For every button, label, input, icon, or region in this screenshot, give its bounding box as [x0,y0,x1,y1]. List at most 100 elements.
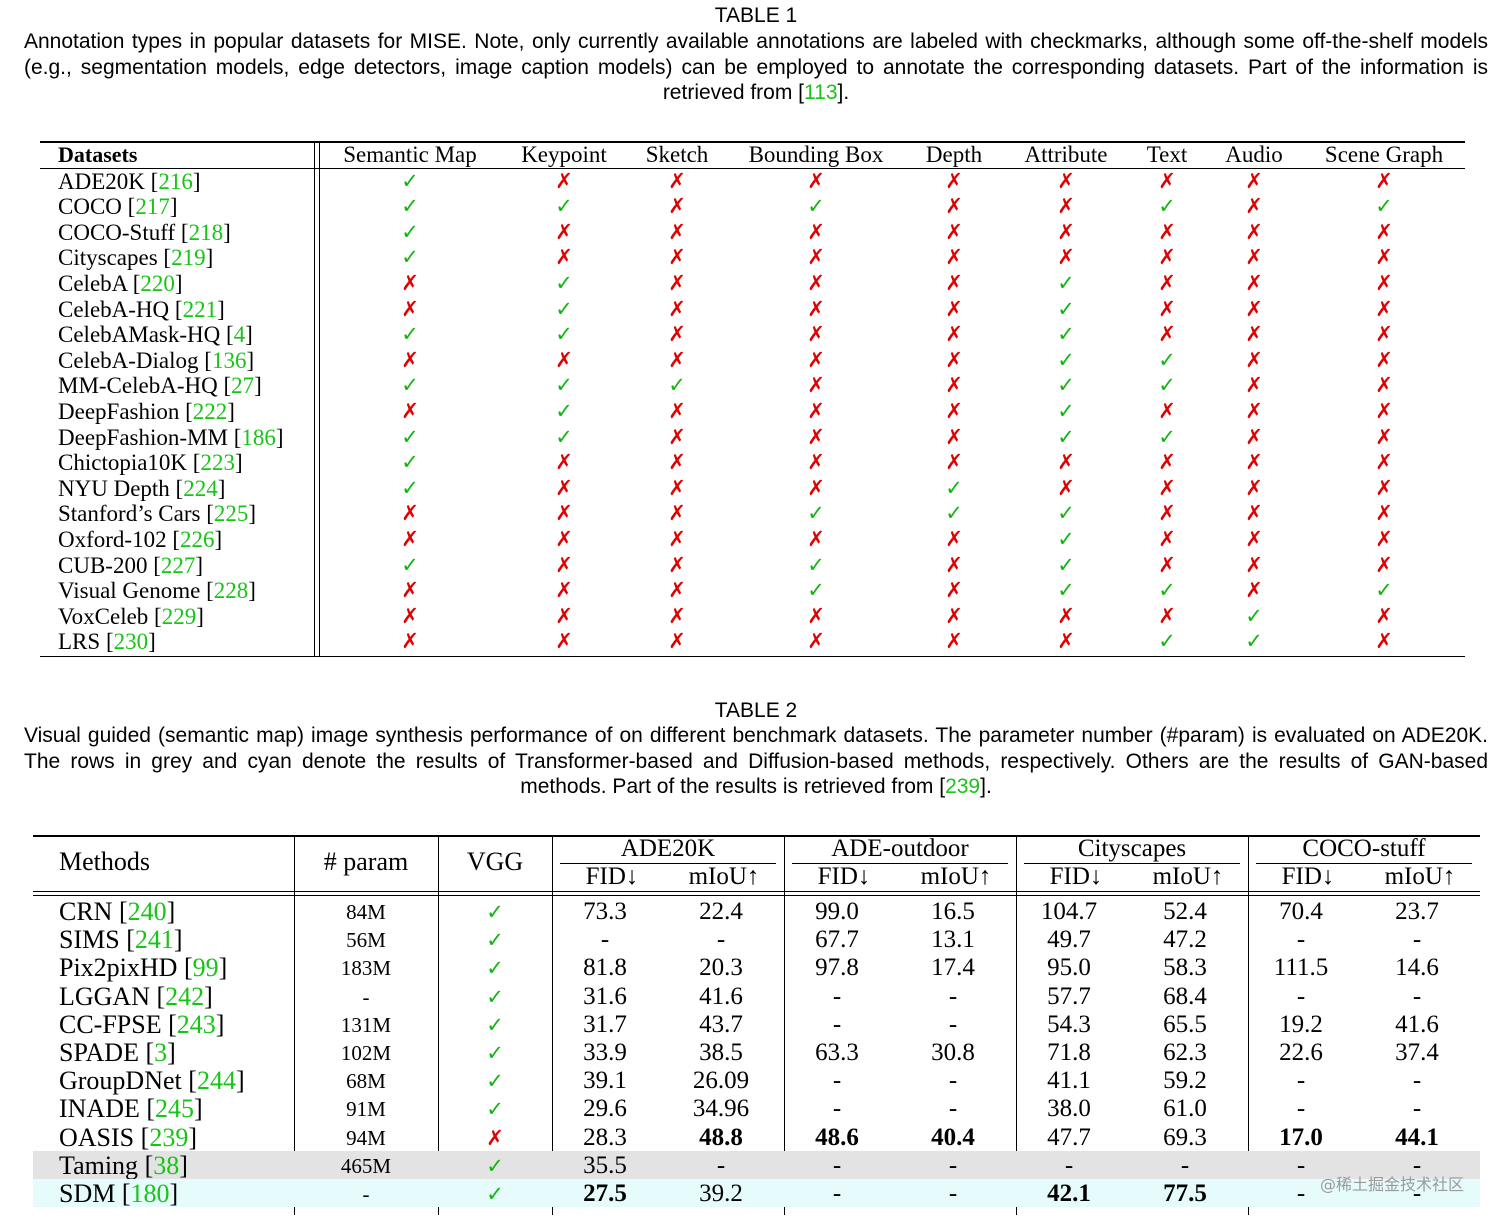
table2-header-vgg: VGG [466,847,524,876]
bracket: ] [188,1122,197,1152]
citation-link[interactable]: 221 [182,296,218,322]
citation-link[interactable]: 27 [231,373,255,399]
bracket: [ [150,981,166,1011]
method-label: Taming [59,1150,139,1180]
bracket: [ [157,245,172,271]
table1-bottom-rule [40,655,1465,657]
fid-value: 70.4 [1279,898,1323,925]
citation-link[interactable]: 223 [200,450,235,476]
citation-link[interactable]: 3 [154,1038,168,1067]
miou-value: 39.2 [699,1180,743,1207]
cross-icon: ✗ [1158,475,1176,500]
citation-link[interactable]: 186 [241,424,276,450]
citation-link[interactable]: 226 [180,526,215,552]
table2-param-value: - [362,1182,370,1206]
cross-icon: ✗ [945,603,963,628]
check-icon: ✓ [1375,578,1393,603]
cross-icon: ✗ [945,219,963,244]
citation-link[interactable]: 229 [161,603,197,629]
citation-link[interactable]: 4 [233,322,246,348]
cross-icon: ✗ [945,245,963,270]
citation-link[interactable]: 242 [165,981,205,1011]
table1-dataset-name: Stanford’s Cars [225] [58,501,256,527]
bracket: ] [179,1150,188,1180]
cross-icon: ✗ [668,322,686,347]
citation-link[interactable]: 225 [213,501,249,527]
cross-icon: ✗ [807,424,825,449]
citation-link[interactable]: 228 [213,578,249,604]
table1-caption-ref[interactable]: 113 [804,81,838,104]
citation-link[interactable]: 218 [188,219,224,245]
bracket: [ [175,219,189,245]
citation-link[interactable]: 244 [196,1066,236,1096]
citation-link[interactable]: 227 [160,552,196,578]
citation-link[interactable]: 245 [155,1094,195,1124]
table1-dataset-name: VoxCeleb [229] [58,604,204,630]
citation-link[interactable]: 240 [127,897,167,926]
cross-icon: ✗ [945,168,963,193]
table2-param-value: 91M [346,1097,386,1122]
bracket: [ [198,347,212,373]
method-label: LGGAN [59,981,150,1011]
bracket: ] [192,168,201,194]
citation-link[interactable]: 239 [149,1122,189,1152]
table2-method-name: Pix2pixHD [99] [59,953,227,983]
citation-link[interactable]: 99 [192,953,219,983]
dataset-label: MM-CelebA-HQ [58,373,218,399]
fid-value: - [600,926,610,954]
table2-row: CRN [240] 84M ✓ 73.3 22.4 99.0 16.5 104.7 52.4 70… [33,897,1480,926]
table2-header-methods: Methods [59,847,150,876]
cross-icon: ✗ [807,629,825,654]
table1-dataset-name: COCO-Stuff [218] [58,220,231,246]
cross-icon: ✗ [668,603,686,628]
check-icon: ✓ [486,1041,504,1065]
fid-value: - [1296,1067,1306,1095]
cross-icon: ✗ [668,347,686,372]
citation-link[interactable]: 219 [171,245,206,271]
citation-link[interactable]: 180 [130,1179,170,1208]
cross-icon: ✗ [401,296,419,321]
cross-icon: ✗ [1245,270,1263,295]
cross-icon: ✗ [807,168,825,193]
table1-caption-text: Annotation types in popular datasets for… [24,30,1488,104]
fid-value: 95.0 [1047,954,1091,982]
check-icon: ✓ [401,552,419,577]
citation-link[interactable]: 216 [158,168,193,194]
check-icon: ✓ [1057,347,1075,372]
cross-icon: ✗ [1375,347,1393,372]
cross-icon: ✗ [807,398,825,423]
cross-icon: ✗ [555,475,573,500]
bracket: ] [195,552,204,578]
cross-icon: ✗ [807,347,825,372]
citation-link[interactable]: 241 [134,925,174,955]
cross-icon: ✗ [1245,501,1263,526]
cross-icon: ✗ [807,270,825,295]
cross-icon: ✗ [486,1125,504,1150]
table2-header-param: # param [323,847,409,876]
citation-link[interactable]: 38 [153,1150,180,1180]
fid-value: 39.1 [583,1067,627,1095]
table1-dataset-name: CelebAMask-HQ [4] [58,322,253,348]
citation-link[interactable]: 217 [135,194,170,220]
citation-link[interactable]: 230 [113,629,149,655]
miou-value: 41.6 [1395,1010,1439,1038]
check-icon: ✓ [401,194,419,219]
table2-caption-ref[interactable]: 239 [945,775,981,798]
citation-link[interactable]: 224 [183,475,218,501]
citation-link[interactable]: 136 [211,347,247,373]
cross-icon: ✗ [1057,450,1075,475]
citation-link[interactable]: 243 [176,1009,216,1039]
table2-param-value: 183M [340,956,392,981]
fid-value: 67.7 [815,926,859,954]
citation-link[interactable]: 220 [140,270,175,296]
table2-subheader-miou: mIoU↑ [688,863,760,890]
table2-param-value: 131M [340,1012,392,1037]
bracket: [ [217,373,232,399]
bracket: [ [144,168,159,194]
dataset-label: VoxCeleb [58,603,149,629]
bracket: [ [115,1179,131,1208]
cross-icon: ✗ [555,245,573,270]
cross-icon: ✗ [945,398,963,423]
table1-header-depth: Depth [925,142,983,167]
citation-link[interactable]: 222 [192,398,228,424]
